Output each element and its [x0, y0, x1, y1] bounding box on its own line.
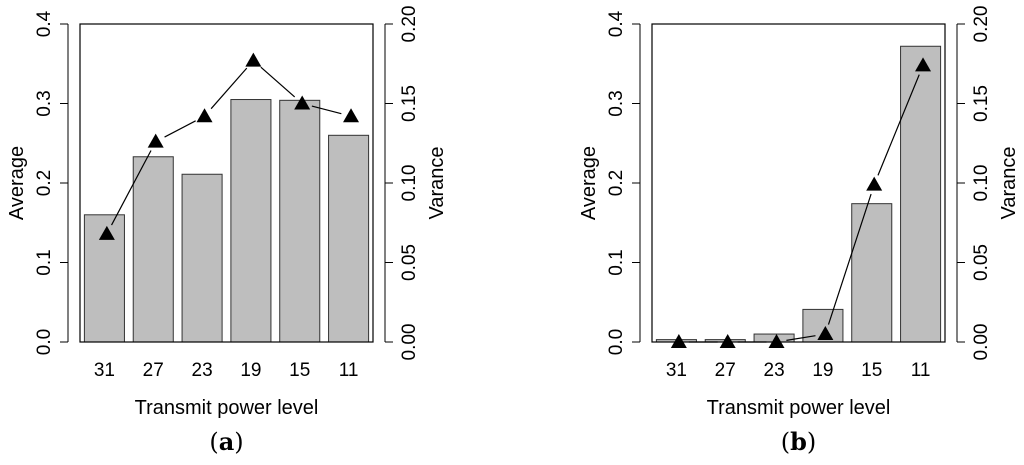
panel-caption: (b) — [781, 427, 817, 456]
x-tick-label: 23 — [764, 360, 785, 381]
left-tick-label: 0.3 — [606, 90, 627, 116]
variance-point-11 — [343, 108, 360, 123]
variance-line-segment — [164, 120, 196, 138]
left-tick-label: 0.0 — [606, 329, 627, 355]
variance-line-segment — [786, 335, 816, 341]
right-tick-label: 0.15 — [971, 85, 992, 122]
variance-point-23 — [768, 334, 785, 348]
panel-b: 0.0 0.1 0.2 0.3 0.4 0.00 0.05 0.10 0.15 0.20 31 27 2… — [578, 6, 1020, 456]
x-tick-label: 23 — [192, 360, 213, 381]
right-tick-label: 0.20 — [971, 6, 992, 43]
variance-point-15 — [294, 95, 311, 110]
bar-15 — [279, 99, 321, 343]
right-tick-label: 0.05 — [399, 244, 420, 281]
x-tick-label: 31 — [666, 360, 687, 381]
x-tick-label: 19 — [812, 360, 833, 381]
bar-27 — [132, 156, 174, 343]
left-tick-label: 0.3 — [34, 90, 55, 116]
variance-line-segment — [311, 105, 342, 115]
left-tick-label: 0.0 — [34, 329, 55, 355]
y2-axis-label: Varance — [998, 146, 1020, 219]
right-tick-label: 0.00 — [971, 324, 992, 361]
left-tick-label: 0.4 — [34, 10, 55, 37]
x-tick-label: 19 — [240, 360, 261, 381]
x-tick-label: 15 — [861, 360, 882, 381]
variance-line-segment — [827, 193, 872, 325]
x-axis-label: Transmit power level — [707, 397, 891, 419]
right-tick-label: 0.15 — [399, 85, 420, 122]
variance-point-11 — [915, 57, 932, 72]
variance-point-19 — [817, 326, 834, 341]
left-tick-label: 0.1 — [34, 249, 55, 275]
variance-point-15 — [866, 176, 883, 191]
right-tick-label: 0.10 — [399, 165, 420, 202]
x-tick-label: 15 — [289, 360, 310, 381]
right-tick-label: 0.10 — [971, 165, 992, 202]
x-tick-label: 27 — [143, 360, 164, 381]
variance-point-31 — [98, 225, 115, 240]
y2-axis-label: Varance — [426, 146, 448, 219]
panel-a: 0.0 0.1 0.2 0.3 0.4 0.00 0.05 0.10 0.15 0.20 31 27 2… — [6, 6, 448, 456]
y-axis-label: Average — [6, 146, 28, 220]
x-tick-label: 27 — [715, 360, 736, 381]
variance-point-19 — [245, 52, 262, 67]
plot-frame — [79, 23, 374, 343]
variance-line-segment — [111, 150, 152, 226]
bar-23 — [181, 173, 223, 343]
right-tick-label: 0.20 — [399, 6, 420, 43]
y-axis-label: Average — [578, 146, 600, 220]
variance-point-27 — [719, 334, 736, 348]
left-tick-label: 0.1 — [606, 249, 627, 275]
bar-15 — [851, 203, 893, 343]
variance-point-23 — [196, 108, 213, 123]
right-tick-label: 0.05 — [971, 244, 992, 281]
panel-caption: (a) — [209, 427, 243, 456]
variance-line-segment — [210, 67, 248, 110]
bar-19 — [230, 99, 272, 343]
left-tick-label: 0.2 — [34, 170, 55, 196]
variance-line-segment — [260, 66, 296, 98]
x-tick-label: 11 — [339, 360, 359, 381]
bar-11 — [900, 45, 942, 343]
right-tick-label: 0.00 — [399, 324, 420, 361]
variance-point-27 — [147, 133, 164, 148]
left-tick-label: 0.2 — [606, 170, 627, 196]
left-tick-label: 0.4 — [606, 10, 627, 37]
variance-line-segment — [877, 74, 920, 176]
variance-point-31 — [670, 334, 687, 348]
bar-11 — [328, 134, 370, 343]
x-axis-label: Transmit power level — [135, 397, 319, 419]
x-tick-label: 11 — [911, 360, 931, 381]
plot-frame — [651, 23, 946, 343]
x-tick-label: 31 — [94, 360, 115, 381]
